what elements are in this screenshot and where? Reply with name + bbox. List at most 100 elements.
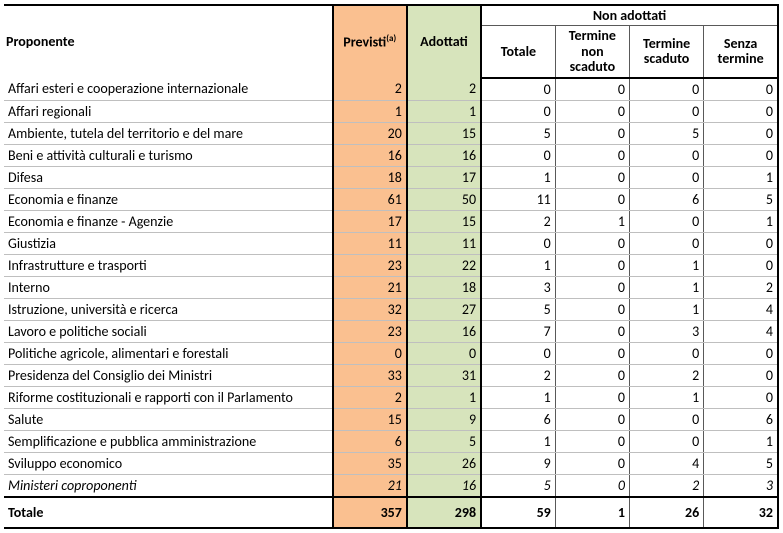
cell-senza-termine: 0: [704, 232, 778, 254]
cell-totale: 0: [481, 342, 555, 364]
cell-label: Sviluppo economico: [4, 452, 333, 474]
header-previsti: Previsti(a): [333, 5, 407, 78]
cell-senza-termine: 1: [704, 210, 778, 232]
cell-adottati: 1: [407, 386, 481, 408]
cell-adottati: 0: [407, 342, 481, 364]
cell-previsti: 61: [333, 188, 407, 210]
table-row: Istruzione, università e ricerca32275014: [4, 298, 778, 320]
cell-adottati: 2: [407, 78, 481, 101]
cell-label: Ambiente, tutela del territorio e del ma…: [4, 122, 333, 144]
header-proponente: Proponente: [4, 5, 333, 78]
cell-termine-non-scaduto: 0: [555, 100, 629, 122]
cell-label: Infrastrutture e trasporti: [4, 254, 333, 276]
cell-termine-non-scaduto: 0: [555, 408, 629, 430]
table-row: Semplificazione e pubblica amministrazio…: [4, 430, 778, 452]
cell-previsti: 11: [333, 232, 407, 254]
cell-termine-non-scaduto: 0: [555, 78, 629, 101]
cell-termine-non-scaduto: 0: [555, 232, 629, 254]
cell-termine-scaduto: 0: [629, 166, 703, 188]
cell-termine-scaduto: 1: [629, 254, 703, 276]
cell-adottati: 17: [407, 166, 481, 188]
cell-termine-non-scaduto: 0: [555, 122, 629, 144]
cell-termine-non-scaduto: 1: [555, 497, 629, 528]
cell-totale: 7: [481, 320, 555, 342]
cell-termine-scaduto: 2: [629, 364, 703, 386]
cell-termine-scaduto: 0: [629, 342, 703, 364]
cell-termine-scaduto: 0: [629, 100, 703, 122]
table-row: Presidenza del Consiglio dei Ministri333…: [4, 364, 778, 386]
cell-termine-non-scaduto: 0: [555, 276, 629, 298]
header-adottati: Adottati: [407, 5, 481, 78]
table-body: Affari esteri e cooperazione internazion…: [4, 78, 778, 528]
cell-termine-non-scaduto: 0: [555, 320, 629, 342]
cell-adottati: 50: [407, 188, 481, 210]
cell-previsti: 23: [333, 254, 407, 276]
cell-totale: 1: [481, 254, 555, 276]
table-row: Infrastrutture e trasporti23221010: [4, 254, 778, 276]
header-senza-termine: Senza termine: [704, 26, 778, 78]
header-termine-scaduto: Termine scaduto: [629, 26, 703, 78]
cell-senza-termine: 4: [704, 320, 778, 342]
cell-senza-termine: 1: [704, 430, 778, 452]
cell-totale: 1: [481, 386, 555, 408]
cell-totale: 3: [481, 276, 555, 298]
cell-termine-scaduto: 1: [629, 298, 703, 320]
cell-totale: 6: [481, 408, 555, 430]
cell-termine-scaduto: 0: [629, 430, 703, 452]
table-row: Lavoro e politiche sociali23167034: [4, 320, 778, 342]
cell-previsti: 1: [333, 100, 407, 122]
cell-previsti: 357: [333, 497, 407, 528]
cell-termine-scaduto: 3: [629, 320, 703, 342]
table-row: Economia e finanze615011065: [4, 188, 778, 210]
cell-termine-non-scaduto: 0: [555, 364, 629, 386]
cell-termine-scaduto: 4: [629, 452, 703, 474]
cell-senza-termine: 5: [704, 452, 778, 474]
cell-senza-termine: 0: [704, 100, 778, 122]
cell-adottati: 26: [407, 452, 481, 474]
table-row: Salute1596006: [4, 408, 778, 430]
cell-adottati: 1: [407, 100, 481, 122]
cell-termine-non-scaduto: 0: [555, 474, 629, 497]
cell-label: Salute: [4, 408, 333, 430]
table-row: Politiche agricole, alimentari e foresta…: [4, 342, 778, 364]
cell-termine-scaduto: 1: [629, 386, 703, 408]
cell-termine-scaduto: 2: [629, 474, 703, 497]
cell-termine-scaduto: 6: [629, 188, 703, 210]
cell-adottati: 15: [407, 210, 481, 232]
cell-adottati: 22: [407, 254, 481, 276]
cell-senza-termine: 4: [704, 298, 778, 320]
table-row: Interno21183012: [4, 276, 778, 298]
cell-previsti: 2: [333, 386, 407, 408]
cell-previsti: 18: [333, 166, 407, 188]
cell-senza-termine: 0: [704, 254, 778, 276]
cell-termine-scaduto: 5: [629, 122, 703, 144]
cell-adottati: 16: [407, 144, 481, 166]
cell-adottati: 18: [407, 276, 481, 298]
cell-totale: 9: [481, 452, 555, 474]
cell-previsti: 16: [333, 144, 407, 166]
table-row: Economia e finanze - Agenzie17152101: [4, 210, 778, 232]
cell-termine-non-scaduto: 1: [555, 210, 629, 232]
cell-label: Affari regionali: [4, 100, 333, 122]
cell-previsti: 35: [333, 452, 407, 474]
cell-senza-termine: 0: [704, 386, 778, 408]
cell-totale: 2: [481, 364, 555, 386]
cell-label: Politiche agricole, alimentari e foresta…: [4, 342, 333, 364]
header-termine-non-scaduto: Termine non scaduto: [555, 26, 629, 78]
cell-label: Totale: [4, 497, 333, 528]
cell-totale: 2: [481, 210, 555, 232]
cell-previsti: 15: [333, 408, 407, 430]
cell-adottati: 11: [407, 232, 481, 254]
cell-senza-termine: 5: [704, 188, 778, 210]
cell-previsti: 21: [333, 474, 407, 497]
cell-label: Semplificazione e pubblica amministrazio…: [4, 430, 333, 452]
cell-adottati: 31: [407, 364, 481, 386]
cell-label: Economia e finanze: [4, 188, 333, 210]
cell-label: Difesa: [4, 166, 333, 188]
cell-totale: 5: [481, 474, 555, 497]
cell-totale: 5: [481, 122, 555, 144]
cell-termine-non-scaduto: 0: [555, 144, 629, 166]
cell-senza-termine: 3: [704, 474, 778, 497]
cell-termine-scaduto: 0: [629, 408, 703, 430]
cell-termine-scaduto: 0: [629, 210, 703, 232]
